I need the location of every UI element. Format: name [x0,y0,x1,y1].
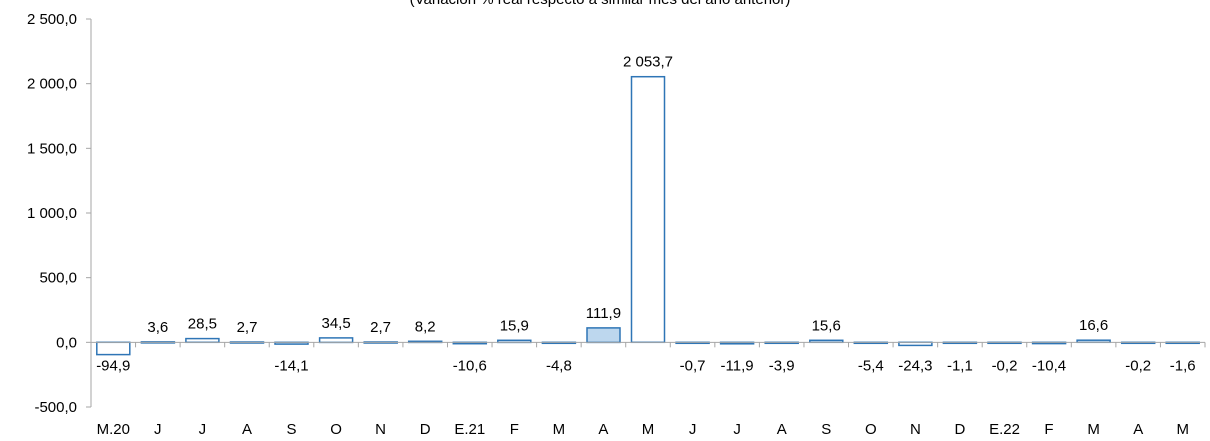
x-tick-label: J [733,421,741,438]
x-tick-label: F [510,421,519,438]
x-tick-label: J [199,421,207,438]
x-tick-label: E.21 [454,421,485,438]
bar [318,337,354,344]
data-label: -1,1 [947,357,973,374]
y-tick-label: 500,0 [39,270,77,287]
data-label: 2 053,7 [623,54,673,71]
data-label: 16,6 [1079,317,1108,334]
chart-title: (Variación % real respecto a similar mes… [410,0,791,8]
x-tick-label: O [865,421,877,438]
data-label: -24,3 [898,357,932,374]
x-tick-label: S [286,421,296,438]
bar [185,337,220,344]
x-tick-label: N [375,421,386,438]
data-label: -11,9 [721,357,754,374]
data-label: -3,9 [769,357,795,374]
y-tick-label: 0,0 [56,334,77,351]
bar [96,341,131,356]
data-label: -94,9 [96,357,130,374]
data-label: -0,2 [1125,357,1151,374]
x-tick-label: A [242,421,252,438]
y-axis: -500,0 0,0 500,0 1 000,0 1 500,0 2 000,0 2 500… [27,11,92,416]
x-tick-label: D [420,421,431,438]
data-label: 28,5 [188,316,217,333]
data-label: -10,4 [1032,357,1066,374]
bar [630,75,666,344]
y-tick-label: 1 000,0 [27,205,77,222]
data-label: 3,6 [147,319,168,336]
data-label: 34,5 [321,315,350,332]
data-label: -14,1 [274,357,308,374]
x-tick-label: N [910,421,921,438]
data-label: 2,7 [237,319,258,336]
data-label: 111,9 [586,305,621,322]
x-tick-label: M [642,421,655,438]
x-tick-label: E.22 [989,421,1020,438]
data-label: -10,6 [453,357,487,374]
x-tick-label: M [553,421,566,438]
data-label: 15,6 [812,317,841,334]
y-tick-label: 2 000,0 [27,76,77,93]
data-labels: -94,9 3,6 28,5 2,7 -14,1 34,5 2,7 8,2 -10,6 15,9 -… [96,54,1195,375]
data-label: -0,2 [992,357,1018,374]
x-axis: M.20 J J A S O N D E.21 F M A M J J A S O N D E.22 F M A M [90,341,1206,438]
x-tick-label: D [954,421,965,438]
x-tick-label: J [689,421,697,438]
x-tick-label: S [821,421,831,438]
y-tick-label: -500,0 [34,399,77,416]
y-tick-label: 1 500,0 [27,140,77,157]
data-label: 8,2 [415,318,436,335]
x-tick-label: M.20 [97,421,130,438]
x-tick-label: J [154,421,162,438]
data-label: -5,4 [858,357,884,374]
x-tick-label: A [1133,421,1143,438]
x-tick-label: F [1044,421,1053,438]
data-label: 15,9 [500,317,529,334]
x-tick-label: A [777,421,787,438]
data-label: 2,7 [370,319,391,336]
x-tick-label: M [1087,421,1100,438]
data-label: -4,8 [546,357,572,374]
data-label: -1,6 [1170,357,1196,374]
x-tick-label: O [330,421,342,438]
y-tick-label: 2 500,0 [27,11,77,28]
x-tick-label: M [1176,421,1189,438]
bars [96,75,1200,356]
data-label: -0,7 [680,357,706,374]
bar [586,327,621,344]
x-tick-label: A [598,421,608,438]
